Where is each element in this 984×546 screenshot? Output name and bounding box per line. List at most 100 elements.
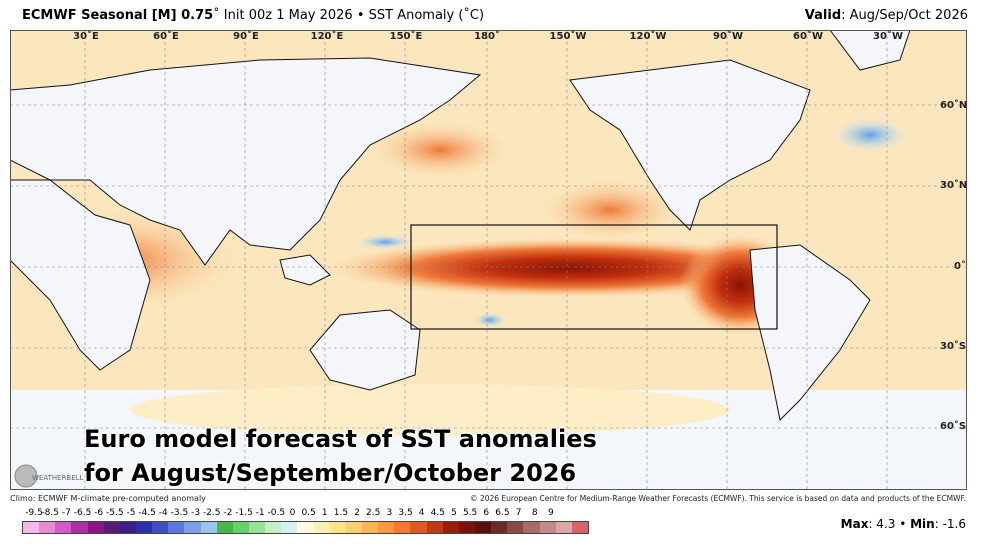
- valid-label: Valid: [804, 8, 842, 23]
- colorbar-swatch-5: [103, 522, 120, 533]
- lon-label-30e: 30˚E: [73, 31, 99, 42]
- colorbar-tick-22: 3: [386, 508, 393, 518]
- colorbar-tick-29: 6.5: [495, 508, 510, 518]
- colorbar-tick-19: 1.5: [333, 508, 349, 518]
- colorbar-tick-30: 7: [515, 508, 522, 518]
- colorbar-tick-7: -4.5: [138, 508, 156, 518]
- lon-label-90e: 90˚E: [233, 31, 259, 42]
- lon-label-120w: 120˚W: [629, 31, 667, 42]
- lon-label-150e: 150˚E: [389, 31, 423, 42]
- colorbar-tick-10: -3: [191, 508, 201, 518]
- valid-period: Valid: Aug/Sep/Oct 2026: [805, 8, 968, 23]
- colorbar-swatch-4: [87, 522, 104, 533]
- colorbar-swatch-13: [232, 522, 249, 533]
- colorbar-tick-23: 3.5: [398, 508, 413, 518]
- graticule: [10, 30, 967, 490]
- colorbar-swatch-11: [200, 522, 217, 533]
- colorbar-tick-11: -2.5: [202, 508, 221, 518]
- colorbar-tick-9: -3.5: [170, 508, 189, 518]
- colorbar-swatch-28: [474, 522, 492, 533]
- colorbar-swatch-21: [361, 522, 379, 533]
- colorbar-tick-2: -7: [61, 508, 71, 518]
- weatherbell-logo: WEATHERBELL: [12, 463, 84, 489]
- colorbar-tick-18: 1: [321, 508, 328, 518]
- init-and-field: ˚ Init 00z 1 May 2026 • SST Anomaly (˚C): [213, 8, 485, 23]
- colorbar-swatch-29: [491, 522, 508, 533]
- climo-note: Climo: ECMWF M-climate pre-computed anom…: [10, 494, 206, 503]
- caption-line-1: Euro model forecast of SST anomalies: [84, 425, 597, 453]
- colorbar-tick-17: 0.5: [301, 508, 316, 518]
- colorbar-swatch-31: [523, 522, 540, 533]
- colorbar-swatch-30: [507, 522, 524, 533]
- colorbar-tick-26: 5: [451, 508, 457, 518]
- colorbar-swatch-12: [216, 522, 233, 533]
- lat-label-60s: 60˚S: [940, 421, 967, 432]
- colorbar-tick-21: 2.5: [366, 508, 381, 518]
- colorbar-swatch-32: [539, 522, 556, 533]
- colorbar-tick-14: -1: [255, 508, 265, 518]
- colorbar-tick-20: 2: [354, 508, 360, 518]
- colorbar-swatches: [22, 521, 589, 534]
- colorbar-swatch-18: [313, 522, 330, 533]
- colorbar-tick-1: -8.5: [41, 508, 59, 518]
- eurasia: [10, 57, 482, 266]
- colorbar-swatch-8: [152, 522, 169, 533]
- colorbar-tick-0: -9.5: [25, 508, 43, 518]
- colorbar-tick-3: -6.5: [73, 508, 92, 518]
- lat-label-30s: 30˚S: [940, 341, 967, 352]
- colorbar-swatch-23: [394, 522, 411, 533]
- colorbar-swatch-10: [184, 522, 201, 533]
- min-label: Min: [910, 517, 935, 531]
- colorbar-swatch-20: [345, 522, 362, 533]
- colorbar-tick-24: 4: [418, 508, 425, 518]
- north-atlantic-cool-anomaly: [830, 117, 910, 153]
- min-value: : -1.6: [934, 517, 966, 531]
- colorbar-swatch-3: [71, 522, 88, 533]
- lat-label-60n: 60˚N: [940, 100, 968, 111]
- colorbar-swatch-6: [119, 522, 136, 533]
- valid-value: : Aug/Sep/Oct 2026: [841, 8, 968, 23]
- colorbar-tick-25: 4.5: [430, 508, 445, 518]
- south-america: [749, 244, 871, 422]
- colorbar-tick-28: 6: [483, 508, 490, 518]
- australia: [309, 309, 421, 391]
- west-pacific-cool-anomaly: [355, 234, 415, 250]
- lat-label-equator: 0˚: [954, 261, 966, 272]
- colorbar-tick-15: -0.5: [267, 508, 286, 518]
- colorbar-swatch-22: [378, 522, 395, 533]
- lon-label-120e: 120˚E: [310, 31, 344, 42]
- maritime-continent: [279, 254, 331, 286]
- lon-label-90w: 90˚W: [713, 31, 743, 42]
- max-min-stats: Max: 4.3 • Min: -1.6: [841, 517, 966, 531]
- colorbar-swatch-14: [248, 522, 266, 533]
- lon-label-60e: 60˚E: [153, 31, 179, 42]
- colorbar-swatch-16: [281, 522, 298, 533]
- colorbar-swatch-24: [410, 522, 427, 533]
- nino-region-box: [410, 224, 778, 330]
- lon-label-180: 180˚: [474, 31, 500, 42]
- colorbar-swatch-15: [265, 522, 282, 533]
- colorbar-swatch-33: [555, 522, 572, 533]
- colorbar-swatch-25: [426, 522, 443, 533]
- lon-label-60w: 60˚W: [793, 31, 823, 42]
- weatherbell-logo-mark: WEATHERBELL: [14, 464, 84, 488]
- colorbar-swatch-7: [135, 522, 153, 533]
- africa: [10, 179, 151, 371]
- southern-pacific-band: [130, 384, 730, 436]
- colorbar-tick-32: 9: [548, 508, 554, 518]
- copyright-note: © 2026 European Centre for Medium-Range …: [470, 494, 966, 503]
- caption-line-2: for August/September/October 2026: [84, 459, 577, 487]
- colorbar-swatch-17: [297, 522, 314, 533]
- colorbar-tick-8: -4: [158, 508, 168, 518]
- colorbar-tick-6: -5: [126, 508, 136, 518]
- header-bar: ECMWF Seasonal [M] 0.75˚ Init 00z 1 May …: [0, 0, 984, 30]
- colorbar-swatch-34: [571, 522, 588, 533]
- south-pacific-cool-anomaly: [472, 312, 508, 328]
- sst-anomaly-map: [10, 30, 967, 490]
- map-frame: [10, 30, 967, 490]
- colorbar-swatch-2: [55, 522, 72, 533]
- map-canvas: [10, 30, 967, 490]
- colorbar-tick-27: 5.5: [462, 508, 478, 518]
- colorbar-tick-12: -2: [223, 508, 233, 518]
- colorbar-swatch-26: [442, 522, 459, 533]
